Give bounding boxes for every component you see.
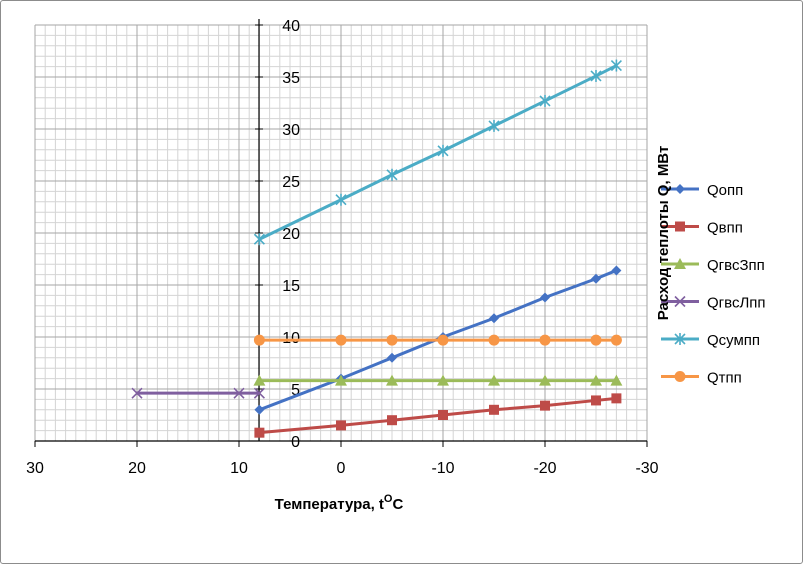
data-point — [253, 334, 265, 346]
data-point — [611, 265, 622, 276]
data-point — [437, 334, 449, 346]
data-point — [131, 387, 143, 399]
data-point — [539, 374, 551, 386]
marker-stroke — [233, 387, 245, 399]
y-tick-label: 10 — [282, 330, 300, 347]
marker-stroke — [253, 387, 265, 399]
x-tick-label: 10 — [230, 460, 248, 477]
data-point — [253, 374, 266, 386]
series-square-line — [259, 396, 617, 435]
x-tick-label: -20 — [533, 460, 556, 477]
data-point — [254, 404, 265, 415]
data-point — [610, 374, 623, 386]
y-tick-label: 35 — [282, 70, 300, 87]
y-tick-label: 0 — [291, 434, 300, 451]
data-point — [488, 374, 500, 386]
series-star-line — [258, 64, 618, 241]
legend-item: Qтпп — [661, 370, 742, 387]
legend-marker — [674, 333, 686, 345]
legend-marker — [674, 258, 686, 269]
data-point — [254, 427, 265, 438]
legend-marker — [674, 295, 686, 308]
y-tick-label: 40 — [282, 18, 300, 35]
y-tick-label: 30 — [282, 122, 300, 139]
series-square — [254, 393, 622, 438]
data-point — [387, 352, 397, 363]
series-layer — [131, 59, 623, 438]
y-tick-label: 15 — [282, 278, 300, 295]
legend-item: QгвсЗпп — [661, 257, 765, 274]
data-point — [386, 334, 398, 346]
data-point — [335, 193, 347, 206]
data-point — [335, 334, 347, 346]
legend-label: QгвсЗпп — [707, 257, 765, 274]
data-point — [386, 168, 398, 181]
data-point — [591, 273, 601, 284]
legend-item: Qсумпп — [661, 332, 760, 349]
y-tick-label: 20 — [282, 226, 300, 243]
legend-label: Qопп — [707, 182, 743, 199]
y-tick-label: 25 — [282, 174, 300, 191]
data-point — [335, 374, 347, 386]
data-point — [590, 69, 602, 82]
data-point — [610, 334, 622, 346]
data-point — [437, 144, 449, 157]
legend-label: Qвпп — [707, 220, 743, 237]
data-point — [233, 387, 245, 399]
legend-item: QгвсЛпп — [661, 295, 766, 312]
data-point — [591, 395, 601, 406]
legend-label: Qтпп — [707, 370, 742, 387]
data-point — [387, 415, 397, 426]
x-tick-label: -30 — [635, 460, 658, 477]
y-tick-label: 5 — [291, 382, 300, 399]
legend-marker — [675, 221, 685, 232]
legend-label: QгвсЛпп — [707, 295, 766, 312]
x-tick-label: 20 — [128, 460, 146, 477]
x-tick-label: 0 — [337, 460, 346, 477]
marker-stroke — [131, 387, 143, 399]
x-axis-title: Температура, tOC — [275, 493, 404, 513]
data-point — [488, 119, 500, 132]
data-point — [590, 334, 602, 346]
series-star — [253, 59, 622, 246]
series-x — [131, 387, 265, 399]
series-diamond-line — [258, 269, 617, 412]
data-point — [386, 374, 398, 386]
series-circle — [253, 334, 622, 346]
data-point — [489, 404, 499, 415]
x-tick-label: 30 — [26, 460, 44, 477]
legend-marker — [675, 184, 685, 194]
data-point — [336, 420, 346, 431]
y-axis-title: Расход теплоты Q, МВт — [655, 146, 672, 321]
data-point — [437, 374, 449, 386]
data-point — [253, 387, 265, 399]
axes-layer: 30 20 10 0 -10 -20 -30 0 5 10 15 20 25 30 35 40 — [26, 18, 659, 477]
data-point — [540, 400, 550, 411]
legend-item: Qвпп — [661, 220, 743, 237]
data-point — [539, 94, 551, 107]
data-point — [438, 410, 448, 420]
data-point — [540, 292, 550, 303]
data-point — [488, 334, 500, 346]
series-triangle — [253, 374, 623, 386]
data-point — [611, 393, 622, 404]
data-point — [610, 59, 622, 72]
data-point — [489, 313, 499, 324]
legend-item: Qопп — [661, 182, 743, 199]
legend-label: Qсумпп — [707, 332, 760, 349]
legend-marker — [674, 371, 686, 382]
marker-stroke — [674, 295, 686, 308]
data-point — [253, 233, 265, 246]
legend: Qопп Qвпп QгвсЗпп QгвсЛпп Qсумпп Qтпп — [661, 182, 766, 387]
data-point — [539, 334, 551, 346]
x-tick-label: -10 — [431, 460, 454, 477]
data-point — [590, 374, 602, 386]
